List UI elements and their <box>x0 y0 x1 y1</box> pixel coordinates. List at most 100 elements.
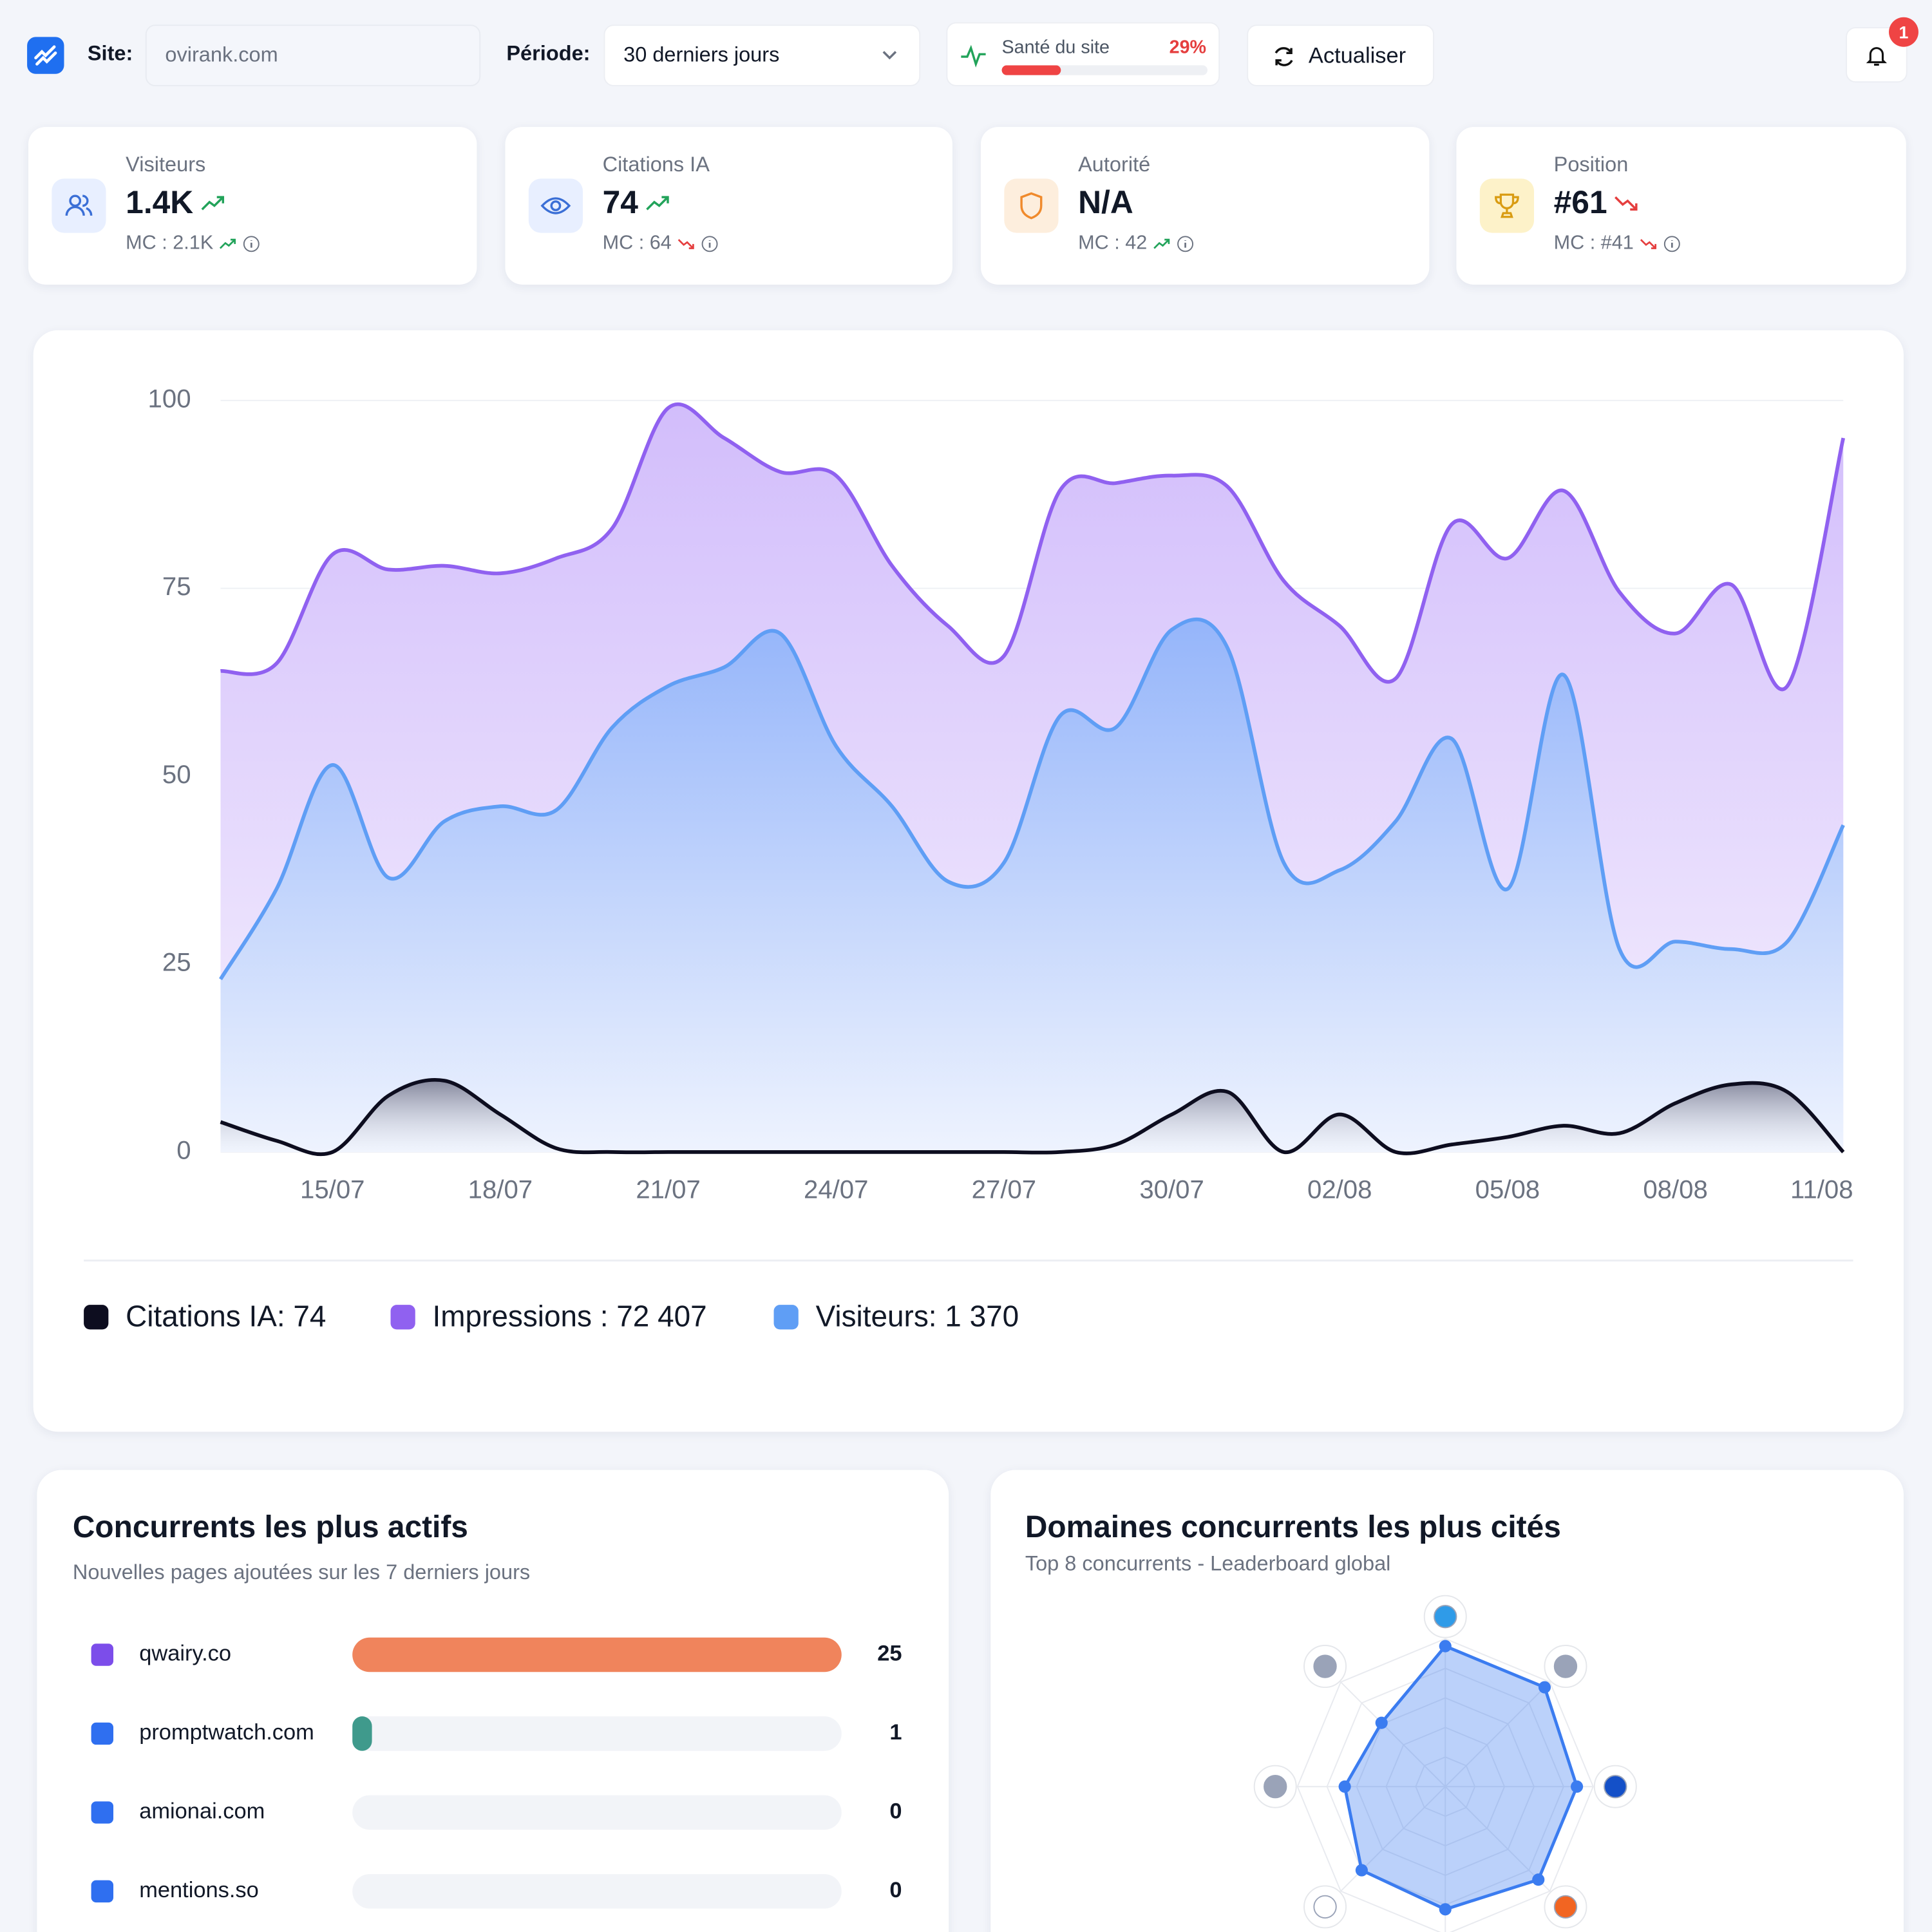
kpi-label: Citations IA <box>602 153 710 176</box>
period-label: Période: <box>506 42 591 66</box>
kpi-value: 74 <box>603 184 670 222</box>
health-value: 29% <box>1169 37 1207 58</box>
kpi-value-text: N/A <box>1078 184 1133 221</box>
notification-badge: 1 <box>1889 17 1918 47</box>
period-select[interactable]: 30 derniers jours <box>603 24 921 86</box>
x-tick-label: 18/07 <box>468 1175 533 1204</box>
kpi-comparison: MC : 42 <box>1078 233 1194 255</box>
kpi-comparison: MC : 2.1K <box>126 233 260 255</box>
domain-icon <box>1434 1605 1457 1629</box>
kpi-card: Visiteurs 1.4K MC : 2.1K <box>28 127 477 285</box>
kpi-comparison: MC : #41 <box>1554 233 1681 255</box>
chart-subtitle: Nouvelles pages ajoutées sur les 7 derni… <box>73 1560 530 1584</box>
y-tick-label: 25 <box>162 948 191 977</box>
radar-point <box>1375 1716 1388 1729</box>
kpi-value: N/A <box>1078 184 1133 222</box>
legend-label: Citations IA: 74 <box>126 1299 326 1332</box>
category-icon <box>91 1880 114 1903</box>
radar-point <box>1355 1864 1368 1877</box>
refresh-label: Actualiser <box>1308 43 1406 68</box>
bar-track <box>352 1874 842 1909</box>
refresh-icon <box>1274 47 1293 66</box>
bar <box>352 1637 842 1672</box>
radar-ring <box>1296 1638 1594 1932</box>
kpi-card: Citations IA 74 MC : 64 <box>505 127 952 285</box>
legend-swatch <box>84 1305 109 1330</box>
x-tick-label: 08/08 <box>1643 1175 1707 1204</box>
y-tick-label: 100 <box>148 384 191 413</box>
chevron <box>882 51 897 60</box>
chart-title: Domaines concurrents les plus cités <box>1025 1510 1561 1544</box>
y-tick-label: 0 <box>176 1136 191 1165</box>
logo[interactable] <box>27 37 64 74</box>
radar-spoke <box>1444 1681 1551 1787</box>
kpi-value-text: #61 <box>1553 184 1607 221</box>
radar-point <box>1439 1640 1452 1653</box>
period-value: 30 derniers jours <box>623 43 780 67</box>
area <box>220 1079 1844 1155</box>
x-tick-label: 21/07 <box>636 1175 701 1204</box>
legend-swatch <box>390 1305 415 1330</box>
kpi-icon <box>52 178 106 233</box>
x-tick-label: 30/07 <box>1139 1175 1204 1204</box>
category-icon <box>91 1722 114 1745</box>
kpi-card: Autorité N/A MC : 42 <box>980 127 1430 285</box>
category-icon <box>91 1643 114 1666</box>
value-label: 0 <box>889 1878 902 1902</box>
radar-spoke <box>1340 1681 1446 1787</box>
kpi-label: Visiteurs <box>126 153 206 176</box>
x-tick-label: 15/07 <box>300 1175 365 1204</box>
category-label: qwairy.co <box>139 1642 231 1666</box>
y-tick-label: 75 <box>162 572 191 601</box>
line <box>220 1077 1845 1157</box>
category-label: promptwatch.com <box>139 1720 314 1745</box>
radar-point <box>1439 1903 1452 1916</box>
legend-swatch <box>773 1305 799 1330</box>
health-bar <box>1001 65 1062 75</box>
kpi-label: Position <box>1553 153 1629 176</box>
category-label: mentions.so <box>139 1878 259 1902</box>
kpi-comparison-text: MC : 64 <box>602 232 672 254</box>
line <box>220 402 1846 692</box>
site-input[interactable]: ovirank.com <box>145 24 481 86</box>
refresh-button[interactable]: Actualiser <box>1247 24 1435 86</box>
x-tick-label: 27/07 <box>972 1175 1037 1204</box>
bar <box>352 1716 372 1751</box>
site-label: Site: <box>87 42 133 66</box>
kpi-card: Position #61 MC : #41 <box>1456 127 1906 285</box>
domains-card <box>990 1470 1904 1932</box>
kpi-comparison-text: MC : #41 <box>1553 232 1634 254</box>
domain-icon <box>1313 1895 1337 1919</box>
radar-point <box>1571 1780 1584 1793</box>
kpi-comparison: MC : 64 <box>603 233 719 255</box>
kpi-icon <box>1004 178 1059 233</box>
kpi-value-text: 74 <box>602 184 638 221</box>
bar-track <box>352 1795 842 1830</box>
radar-point <box>1538 1681 1551 1694</box>
kpi-label: Autorité <box>1078 153 1151 176</box>
chart-title: Concurrents les plus actifs <box>73 1510 468 1544</box>
domain-icon <box>1553 1654 1578 1678</box>
category-icon <box>91 1801 114 1824</box>
kpi-value: #61 <box>1554 184 1640 222</box>
bell-icon <box>1866 46 1888 66</box>
y-tick-label: 50 <box>162 760 191 789</box>
health-label: Santé du site <box>1001 37 1110 58</box>
competitors-card <box>37 1470 949 1932</box>
domain-icon <box>1313 1654 1337 1678</box>
domain-icon <box>1604 1775 1627 1799</box>
pulse-icon <box>961 44 986 68</box>
radar-point <box>1532 1873 1545 1886</box>
value-label: 0 <box>889 1799 902 1824</box>
radar-spoke <box>1444 1786 1551 1892</box>
health-track <box>1001 65 1208 75</box>
chart-subtitle: Top 8 concurrents - Leaderboard global <box>1025 1551 1391 1575</box>
kpi-value-text: 1.4K <box>126 184 194 221</box>
x-tick-label: 11/08 <box>1790 1175 1853 1204</box>
legend-label: Visiteurs: 1 370 <box>816 1299 1019 1332</box>
logo-icon <box>34 45 57 66</box>
